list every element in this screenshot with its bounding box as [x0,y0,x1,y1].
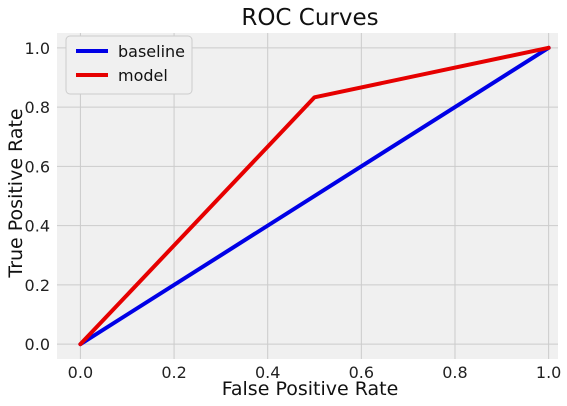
y-axis-label: True Positive Rate [5,108,27,278]
series-line-model [78,45,551,347]
legend-label-model: model [118,66,168,85]
series-line-baseline [78,45,551,347]
x-tick-label: 0.0 [68,363,93,382]
x-tick-label: 0.4 [255,363,280,382]
legend: baseline model [65,35,193,95]
y-tick-label: 0.8 [25,98,50,117]
series-lines [78,45,551,347]
x-tick-label: 0.6 [349,363,374,382]
y-tick-label: 0.6 [25,157,50,176]
legend-label-baseline: baseline [118,42,185,61]
y-tick-label: 0.0 [25,335,50,354]
x-tick-label: 0.2 [161,363,186,382]
x-tick-label: 0.8 [442,363,467,382]
chart-title: ROC Curves [241,5,378,31]
y-tick-label: 1.0 [25,39,50,58]
x-tick-labels: 0.0 0.2 0.4 0.6 0.8 1.0 [68,363,562,382]
x-tick-label: 1.0 [536,363,561,382]
y-tick-label: 0.4 [25,217,50,236]
x-axis-label: False Positive Rate [222,378,399,400]
y-tick-label: 0.2 [25,276,50,295]
y-tick-labels: 0.0 0.2 0.4 0.6 0.8 1.0 [25,39,50,354]
